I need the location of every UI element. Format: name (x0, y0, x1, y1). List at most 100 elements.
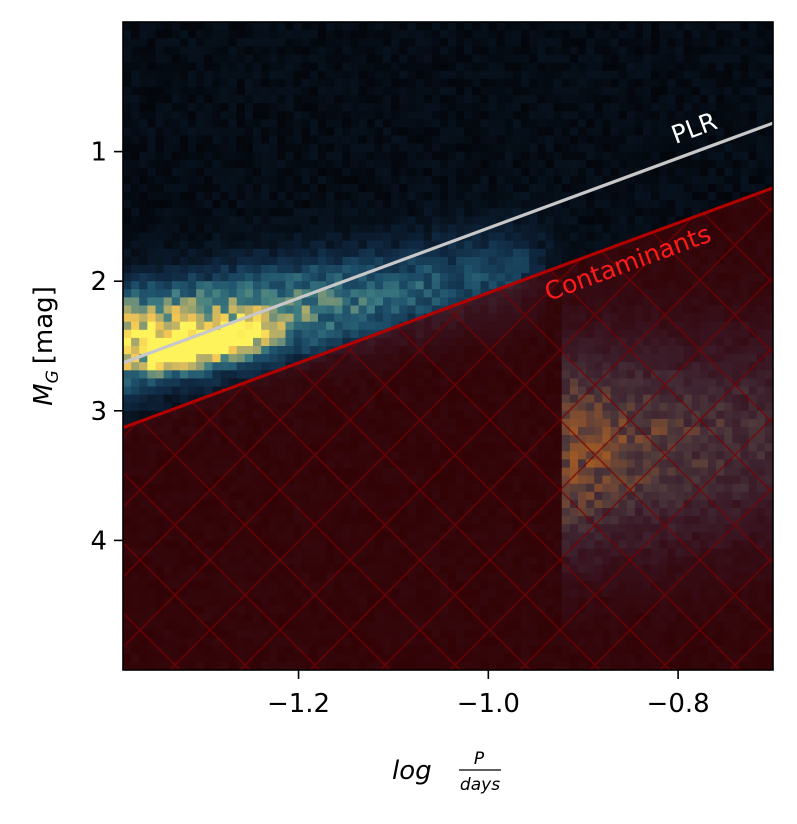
heatmap-cell (123, 240, 132, 250)
heatmap-cell (431, 111, 441, 120)
heatmap-cell (594, 151, 603, 161)
heatmap-cell (521, 240, 530, 250)
heatmap-cell (244, 346, 254, 355)
heatmap-cell (431, 38, 441, 47)
heatmap-cell (269, 281, 278, 290)
heatmap-cell (529, 54, 538, 64)
heatmap-cell (163, 62, 173, 72)
heatmap-cell (350, 30, 360, 39)
heatmap-cell (610, 135, 620, 145)
heatmap-cell (488, 78, 498, 88)
heatmap-cell (464, 135, 473, 145)
heatmap-cell (594, 62, 603, 72)
heatmap-cell (366, 273, 376, 282)
heatmap-cell (626, 208, 636, 217)
heatmap-cell (456, 78, 465, 88)
heatmap-cell (513, 143, 522, 153)
heatmap-cell (123, 362, 132, 371)
heatmap-cell (399, 151, 408, 161)
heatmap-cell (561, 135, 571, 145)
heatmap-cell (301, 151, 311, 161)
heatmap-cell (545, 248, 555, 258)
heatmap-cell (188, 119, 197, 128)
heatmap-cell (496, 94, 506, 104)
heatmap-cell (448, 46, 457, 55)
heatmap-cell (196, 175, 205, 185)
heatmap-cell (236, 94, 246, 104)
heatmap-cell (179, 30, 189, 39)
heatmap-cell (350, 256, 360, 266)
heatmap-cell (391, 297, 400, 307)
heatmap-cell (326, 38, 335, 47)
heatmap-cell (163, 248, 173, 258)
heatmap-cell (480, 103, 490, 112)
heatmap-cell (244, 175, 254, 185)
heatmap-cell (472, 184, 482, 193)
heatmap-cell (236, 175, 246, 185)
heatmap-cell (383, 175, 392, 185)
heatmap-cell (358, 70, 368, 80)
heatmap-cell (212, 70, 222, 80)
heatmap-cell (464, 22, 473, 31)
heatmap-cell (277, 232, 287, 242)
heatmap-cell (171, 394, 181, 404)
heatmap-cell (212, 94, 222, 104)
heatmap-cell (448, 143, 457, 153)
heatmap-cell (423, 297, 433, 307)
heatmap-cell (407, 151, 417, 161)
heatmap-cell (553, 70, 563, 80)
heatmap-cell (285, 273, 295, 282)
heatmap-cell (448, 86, 457, 96)
heatmap-cell (342, 305, 352, 315)
heatmap-cell (163, 273, 173, 282)
heatmap-cell (244, 297, 254, 307)
heatmap-cell (123, 370, 132, 379)
heatmap-cell (480, 248, 490, 258)
heatmap-cell (569, 232, 579, 242)
heatmap-cell (415, 127, 425, 136)
heatmap-cell (618, 94, 628, 104)
heatmap-cell (179, 224, 189, 234)
heatmap-cell (480, 38, 490, 47)
heatmap-cell (415, 273, 425, 282)
heatmap-cell (399, 46, 408, 55)
heatmap-cell (594, 167, 603, 177)
heatmap-cell (212, 370, 222, 379)
heatmap-cell (163, 281, 173, 290)
heatmap-cell (407, 175, 417, 185)
heatmap-cell (439, 38, 449, 47)
heatmap-cell (407, 94, 417, 104)
heatmap-cell (594, 208, 603, 217)
heatmap-cell (171, 143, 181, 153)
heatmap-cell (610, 22, 620, 31)
heatmap-cell (269, 329, 278, 339)
heatmap-cell (391, 46, 400, 55)
heatmap-cell (285, 289, 295, 298)
heatmap-cell (407, 192, 417, 201)
heatmap-cell (277, 38, 287, 47)
heatmap-cell (123, 386, 132, 396)
heatmap-cell (448, 78, 457, 88)
heatmap-cell (155, 135, 165, 145)
heatmap-cell (228, 86, 238, 96)
heatmap-cell (472, 54, 482, 64)
heatmap-cell (253, 127, 262, 136)
heatmap-cell (301, 22, 311, 31)
heatmap-cell (545, 127, 555, 136)
heatmap-cell (123, 265, 132, 274)
heatmap-cell (545, 62, 555, 72)
heatmap-cell (488, 70, 498, 80)
heatmap-cell (171, 240, 181, 250)
heatmap-cell (212, 362, 222, 371)
heatmap-cell (139, 281, 148, 290)
heatmap-cell (309, 78, 319, 88)
heatmap-cell (480, 70, 490, 80)
heatmap-cell (326, 54, 335, 64)
heatmap-cell (123, 135, 132, 145)
heatmap-cell (220, 240, 230, 250)
heatmap-cell (261, 46, 270, 55)
heatmap-cell (155, 22, 165, 31)
heatmap-cell (131, 370, 140, 379)
heatmap-cell (569, 70, 579, 80)
heatmap-cell (342, 216, 352, 226)
